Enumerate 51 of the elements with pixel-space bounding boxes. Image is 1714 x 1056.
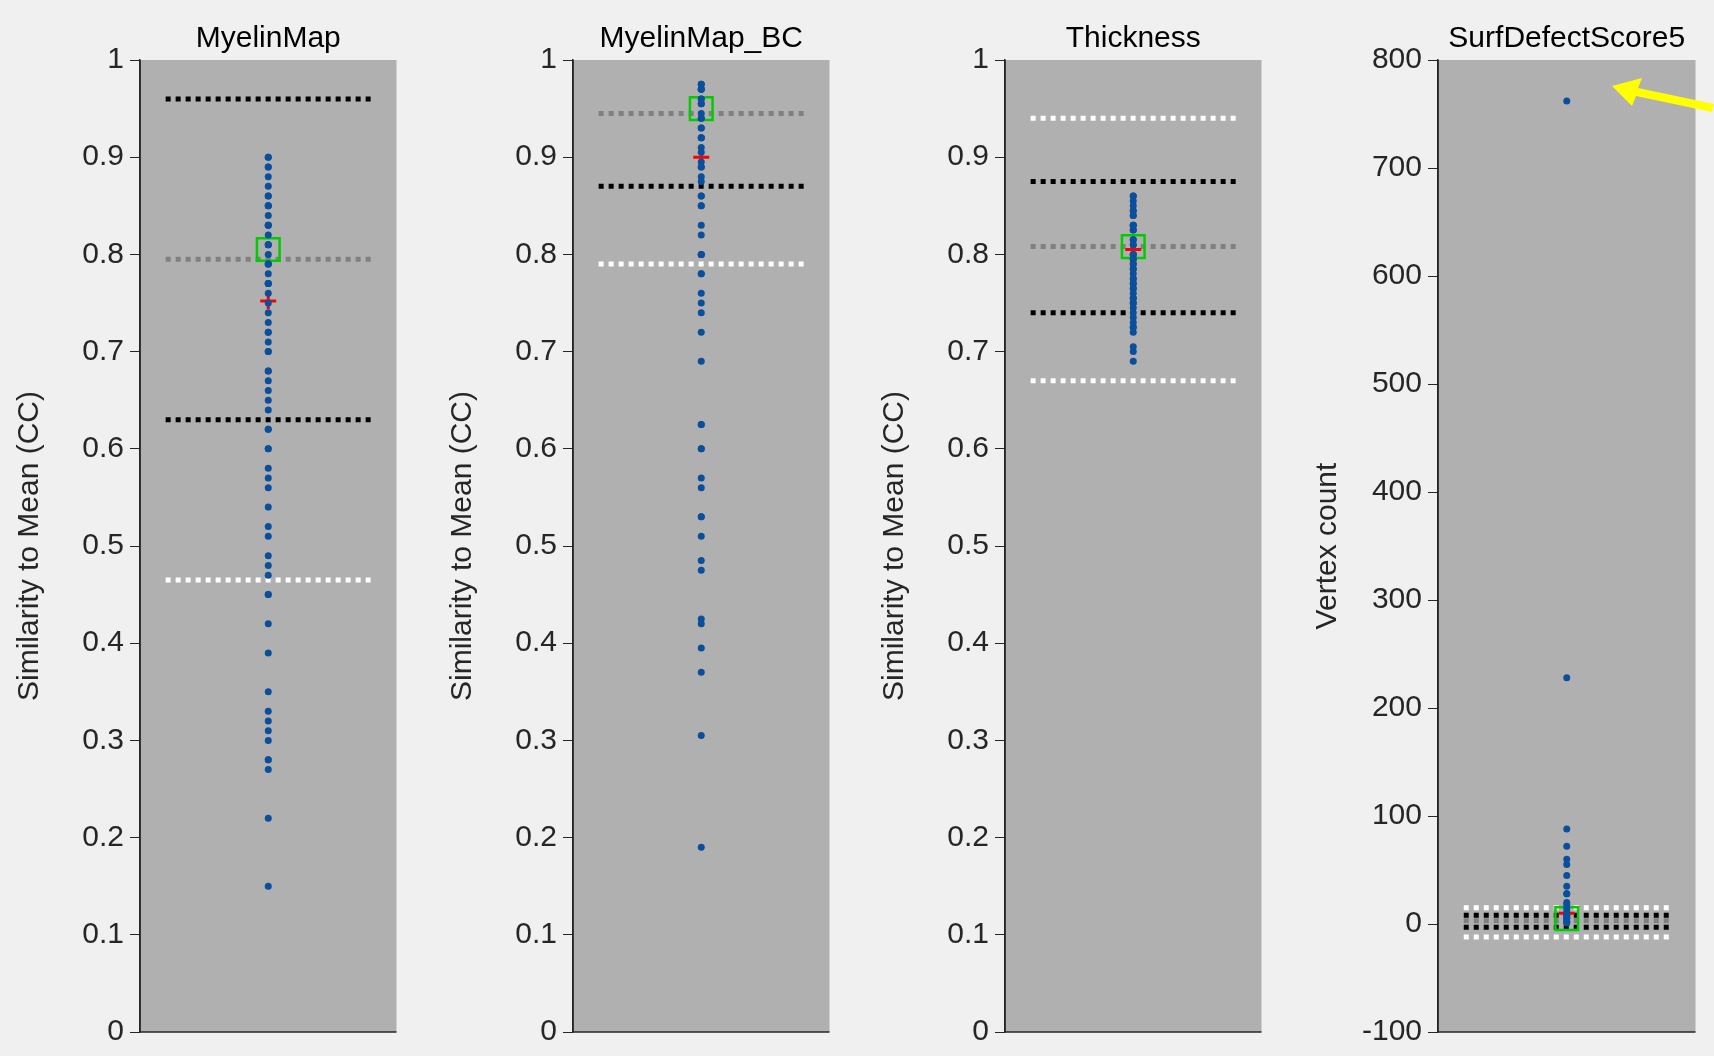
y-tick-label: 0.2 [515, 818, 557, 852]
y-tick-label: 0.1 [515, 916, 557, 950]
y-tick-label: 0.6 [947, 430, 989, 464]
y-tick-label: 0.5 [82, 527, 124, 561]
y-tick-label: 0.5 [515, 527, 557, 561]
y-tick-label: 800 [1371, 41, 1422, 75]
chart-title: Thickness [1065, 20, 1201, 54]
y-tick-label: 600 [1371, 257, 1422, 291]
y-tick-label: 0.8 [82, 235, 124, 269]
y-tick-label: 0.7 [515, 332, 557, 366]
y-tick-label: 0.3 [82, 721, 124, 755]
y-axis-title: Similarity to Mean (CC) [11, 390, 45, 702]
chart-title: SurfDefectScore5 [1448, 20, 1686, 54]
y-tick-label: -100 [1361, 1013, 1422, 1047]
y-tick-label: 0.4 [947, 624, 989, 658]
y-axis-title: Vertex count [1309, 461, 1343, 630]
y-tick-label: 0.2 [947, 818, 989, 852]
y-tick-label: 0.2 [82, 818, 124, 852]
y-tick-label: 0.9 [515, 138, 557, 172]
y-tick-label: 0.9 [947, 138, 989, 172]
y-tick-label: 1 [972, 41, 989, 75]
y-tick-label: 100 [1371, 797, 1422, 831]
y-tick-label: 0.5 [947, 527, 989, 561]
y-tick-label: 0.1 [947, 916, 989, 950]
y-axis-title: Similarity to Mean (CC) [876, 390, 910, 702]
chart-title: MyelinMap [195, 20, 341, 54]
chart-title: MyelinMap_BC [599, 20, 803, 54]
y-tick-label: 0.6 [82, 430, 124, 464]
y-tick-label: 400 [1371, 473, 1422, 507]
y-tick-label: 200 [1371, 689, 1422, 723]
y-tick-label: 1 [540, 41, 557, 75]
y-tick-label: 0.1 [82, 916, 124, 950]
y-tick-label: 0 [107, 1013, 124, 1047]
y-tick-label: 0.7 [82, 332, 124, 366]
y-tick-label: 0.3 [515, 721, 557, 755]
y-tick-label: 0.7 [947, 332, 989, 366]
y-tick-label: 0 [1405, 905, 1422, 939]
y-tick-label: 0.4 [515, 624, 557, 658]
y-tick-label: 0.8 [515, 235, 557, 269]
y-tick-label: 300 [1371, 581, 1422, 615]
y-tick-label: 0.3 [947, 721, 989, 755]
y-tick-label: 500 [1371, 365, 1422, 399]
y-tick-label: 700 [1371, 149, 1422, 183]
y-tick-label: 0 [972, 1013, 989, 1047]
y-tick-label: 0 [540, 1013, 557, 1047]
y-tick-label: 0.6 [515, 430, 557, 464]
y-tick-label: 0.4 [82, 624, 124, 658]
y-axis-title: Similarity to Mean (CC) [444, 390, 478, 702]
y-tick-label: 1 [107, 41, 124, 75]
y-tick-label: 0.8 [947, 235, 989, 269]
y-tick-label: 0.9 [82, 138, 124, 172]
